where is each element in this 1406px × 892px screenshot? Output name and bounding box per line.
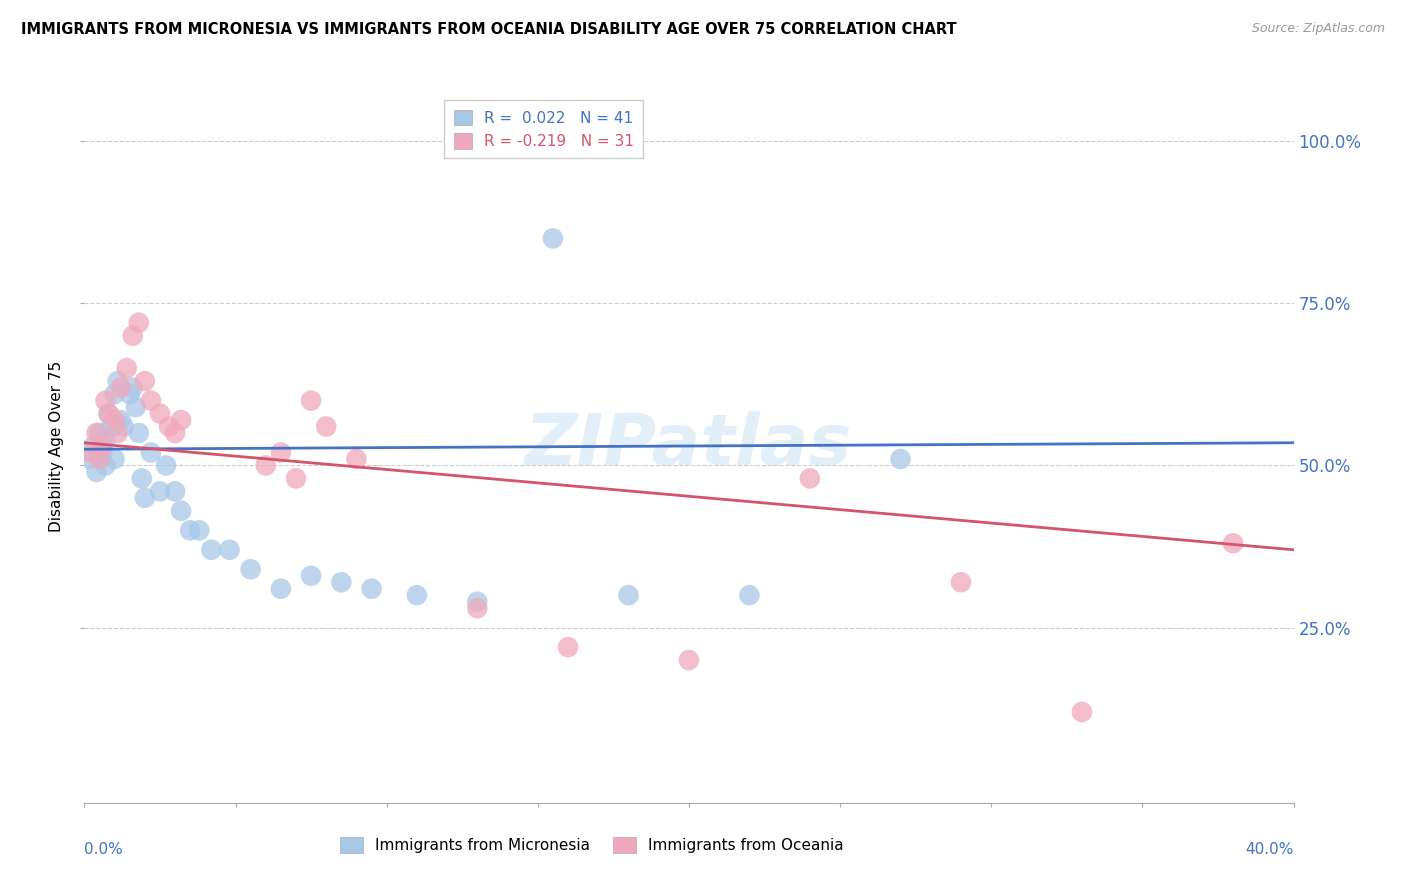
Point (97, 407, 120, 421)
Point (121, 328, 143, 343)
Point (128, 316, 150, 330)
Point (89, 425, 111, 440)
Point (270, 445, 292, 459)
Point (134, 374, 156, 388)
Point (406, 588, 429, 602)
Point (467, 601, 489, 615)
Point (86, 465, 108, 479)
Point (678, 653, 700, 667)
Point (346, 452, 368, 467)
Point (79, 445, 101, 459)
Point (139, 445, 162, 459)
Point (179, 524, 201, 538)
Point (134, 491, 156, 505)
Point (89, 445, 111, 459)
Point (131, 471, 153, 485)
Point (104, 413, 127, 427)
Point (86, 425, 108, 440)
Point (218, 542, 240, 557)
Point (104, 452, 127, 467)
Point (360, 582, 382, 596)
Text: 0.0%: 0.0% (84, 842, 124, 856)
Point (285, 471, 308, 485)
Point (155, 458, 177, 473)
Legend: Immigrants from Micronesia, Immigrants from Oceania: Immigrants from Micronesia, Immigrants f… (335, 831, 851, 859)
Point (738, 588, 761, 602)
Point (165, 484, 187, 499)
Point (254, 458, 277, 473)
Point (89, 452, 111, 467)
Point (165, 425, 187, 440)
Point (107, 374, 129, 388)
Point (1222, 536, 1244, 550)
Point (100, 419, 122, 434)
Point (97, 407, 120, 421)
Point (118, 387, 141, 401)
Point (557, 640, 579, 654)
Point (950, 575, 973, 590)
Point (79, 452, 101, 467)
Point (149, 484, 172, 499)
Point (110, 381, 132, 395)
Point (467, 595, 489, 609)
Point (128, 425, 150, 440)
Point (541, 231, 564, 245)
Point (239, 562, 262, 576)
Point (91, 439, 114, 453)
Point (91, 445, 114, 459)
Point (299, 393, 322, 408)
Point (125, 400, 148, 414)
Point (107, 425, 129, 440)
Point (139, 393, 162, 408)
Point (890, 452, 912, 467)
Point (157, 419, 180, 434)
Point (270, 582, 292, 596)
Point (170, 504, 193, 518)
Text: Source: ZipAtlas.com: Source: ZipAtlas.com (1251, 22, 1385, 36)
Text: 40.0%: 40.0% (1246, 842, 1294, 856)
Point (115, 361, 138, 376)
Point (315, 419, 337, 434)
Point (799, 471, 821, 485)
Point (330, 575, 353, 590)
Point (82, 439, 104, 453)
Text: IMMIGRANTS FROM MICRONESIA VS IMMIGRANTS FROM OCEANIA DISABILITY AGE OVER 75 COR: IMMIGRANTS FROM MICRONESIA VS IMMIGRANTS… (21, 22, 956, 37)
Point (110, 413, 132, 427)
Point (188, 524, 211, 538)
Point (200, 542, 222, 557)
Point (121, 381, 143, 395)
Point (617, 588, 640, 602)
Point (299, 568, 322, 582)
Point (94, 433, 117, 447)
Point (112, 419, 135, 434)
Point (149, 407, 172, 421)
Point (1071, 705, 1094, 719)
Point (94, 458, 117, 473)
Point (94, 393, 117, 408)
Point (104, 387, 127, 401)
Y-axis label: Disability Age Over 75: Disability Age Over 75 (49, 360, 65, 532)
Point (170, 413, 193, 427)
Text: ZIPatlas: ZIPatlas (526, 411, 852, 481)
